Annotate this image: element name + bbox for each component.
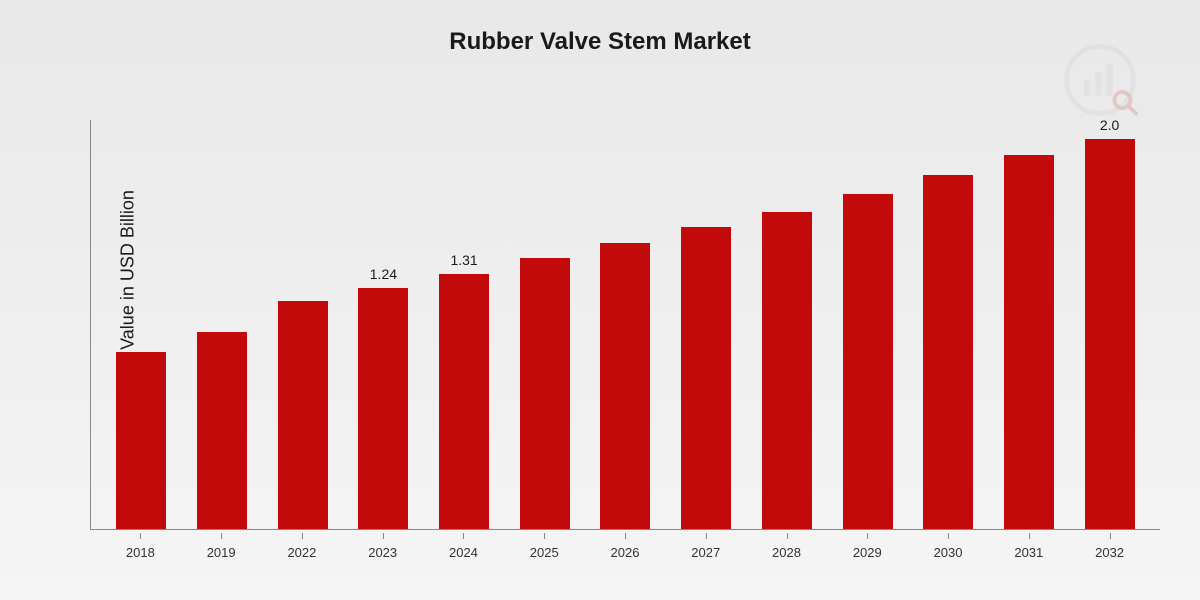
bar-value-label: 1.31 <box>450 252 477 268</box>
bar-slot <box>262 120 343 529</box>
x-tick-label: 2030 <box>908 545 989 560</box>
x-tick-label: 2018 <box>100 545 181 560</box>
bar-slot <box>504 120 585 529</box>
bar-value-label: 1.24 <box>370 266 397 282</box>
x-tick-label: 2026 <box>585 545 666 560</box>
bar-slot <box>827 120 908 529</box>
chart-title: Rubber Valve Stem Market <box>449 28 750 56</box>
x-tick-label: 2027 <box>665 545 746 560</box>
chart-plot-area: 1.24 1.31 2.0 <box>90 120 1160 530</box>
bar-slot <box>908 120 989 529</box>
x-tick-label: 2031 <box>988 545 1069 560</box>
x-tick-label: 2022 <box>262 545 343 560</box>
x-tick-label: 2028 <box>746 545 827 560</box>
bar-slot: 2.0 <box>1069 120 1150 529</box>
watermark-logo <box>1060 40 1140 120</box>
bar: 2.0 <box>1085 139 1135 529</box>
bar <box>600 243 650 529</box>
bar <box>197 332 247 529</box>
x-tick-label: 2032 <box>1069 545 1150 560</box>
bar <box>520 258 570 529</box>
x-tick-label: 2024 <box>423 545 504 560</box>
x-tick-label: 2023 <box>342 545 423 560</box>
bar <box>681 227 731 529</box>
bar <box>923 175 973 529</box>
bar <box>278 301 328 529</box>
bar-slot: 1.31 <box>424 120 505 529</box>
x-axis-ticks: 2018201920222023202420252026202720282029… <box>90 545 1160 560</box>
bars-container: 1.24 1.31 2.0 <box>91 120 1160 529</box>
bar <box>116 352 166 529</box>
bar: 1.24 <box>358 288 408 530</box>
bar-slot: 1.24 <box>343 120 424 529</box>
bar-slot <box>747 120 828 529</box>
bar-slot <box>666 120 747 529</box>
x-tick-label: 2029 <box>827 545 908 560</box>
x-tick-label: 2019 <box>181 545 262 560</box>
bar-slot <box>182 120 263 529</box>
bar <box>762 212 812 529</box>
bar-slot <box>585 120 666 529</box>
bar-slot <box>101 120 182 529</box>
bar <box>843 194 893 529</box>
x-tick-label: 2025 <box>504 545 585 560</box>
bar-value-label: 2.0 <box>1100 117 1119 133</box>
bar-slot <box>989 120 1070 529</box>
bar: 1.31 <box>439 274 489 529</box>
bar <box>1004 155 1054 529</box>
